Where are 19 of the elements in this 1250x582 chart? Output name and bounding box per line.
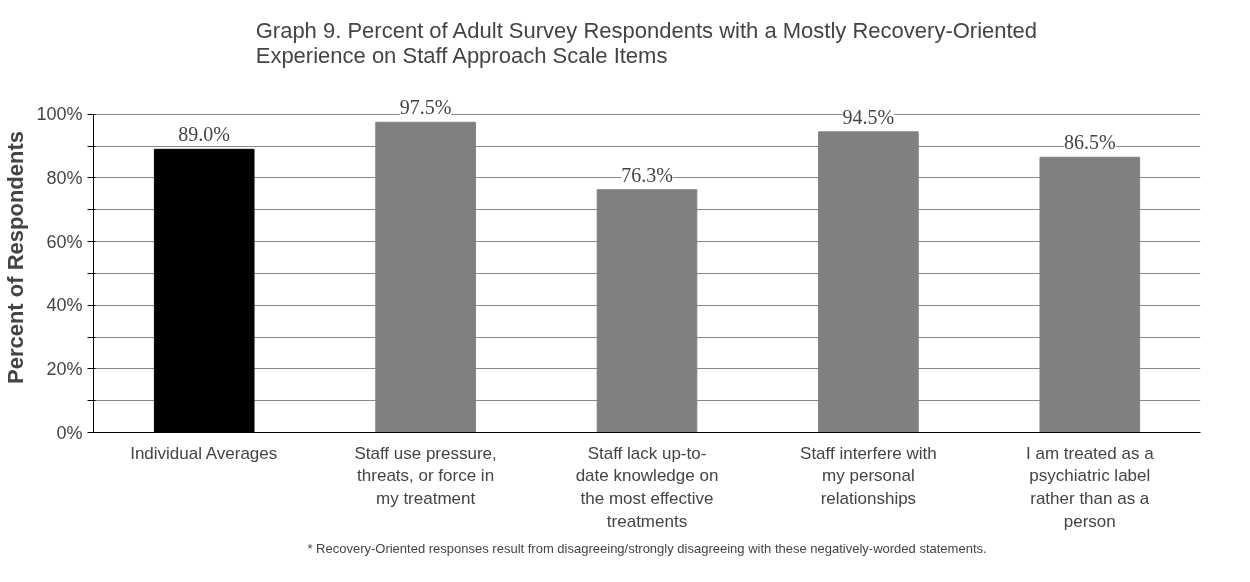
x-tick-label: Staff use pressure, threats, or force in my treatment <box>354 443 497 509</box>
data-label: 94.5% <box>842 105 895 128</box>
y-tick-label: 0% <box>56 422 83 443</box>
x-tick-label: Staff interfere with my personal relationships <box>800 443 937 509</box>
text: * Recovery-Oriented responses result from disagreeing/strongly disagreeing with these negatively-worded statements. <box>307 540 987 556</box>
data-label: 97.5% <box>399 96 452 119</box>
x-tick-label: I am treated as a psychiatric label rather than as a person <box>1026 443 1155 531</box>
x-tick-label: Individual Averages <box>130 443 278 463</box>
y-tick-label: 80% <box>46 167 83 188</box>
y-tick-label: 100% <box>36 104 83 125</box>
x-tick-label: Staff lack up-to-date knowledge on the most effective treatments <box>575 443 719 531</box>
y-tick-label: 40% <box>46 295 83 316</box>
y-axis-title: Percent of Respondents <box>3 130 29 385</box>
y-tick-label: 20% <box>46 358 83 379</box>
data-label: 89.0% <box>178 123 231 146</box>
y-tick-label: 60% <box>46 231 83 252</box>
data-label: 76.3% <box>621 163 673 186</box>
chart-title: Graph 9. Percent of Adult Survey Respondents with a Mostly Recovery-Oriented Experience on Staff Approach Scale Items <box>255 17 1038 68</box>
data-label: 86.5% <box>1063 131 1116 154</box>
